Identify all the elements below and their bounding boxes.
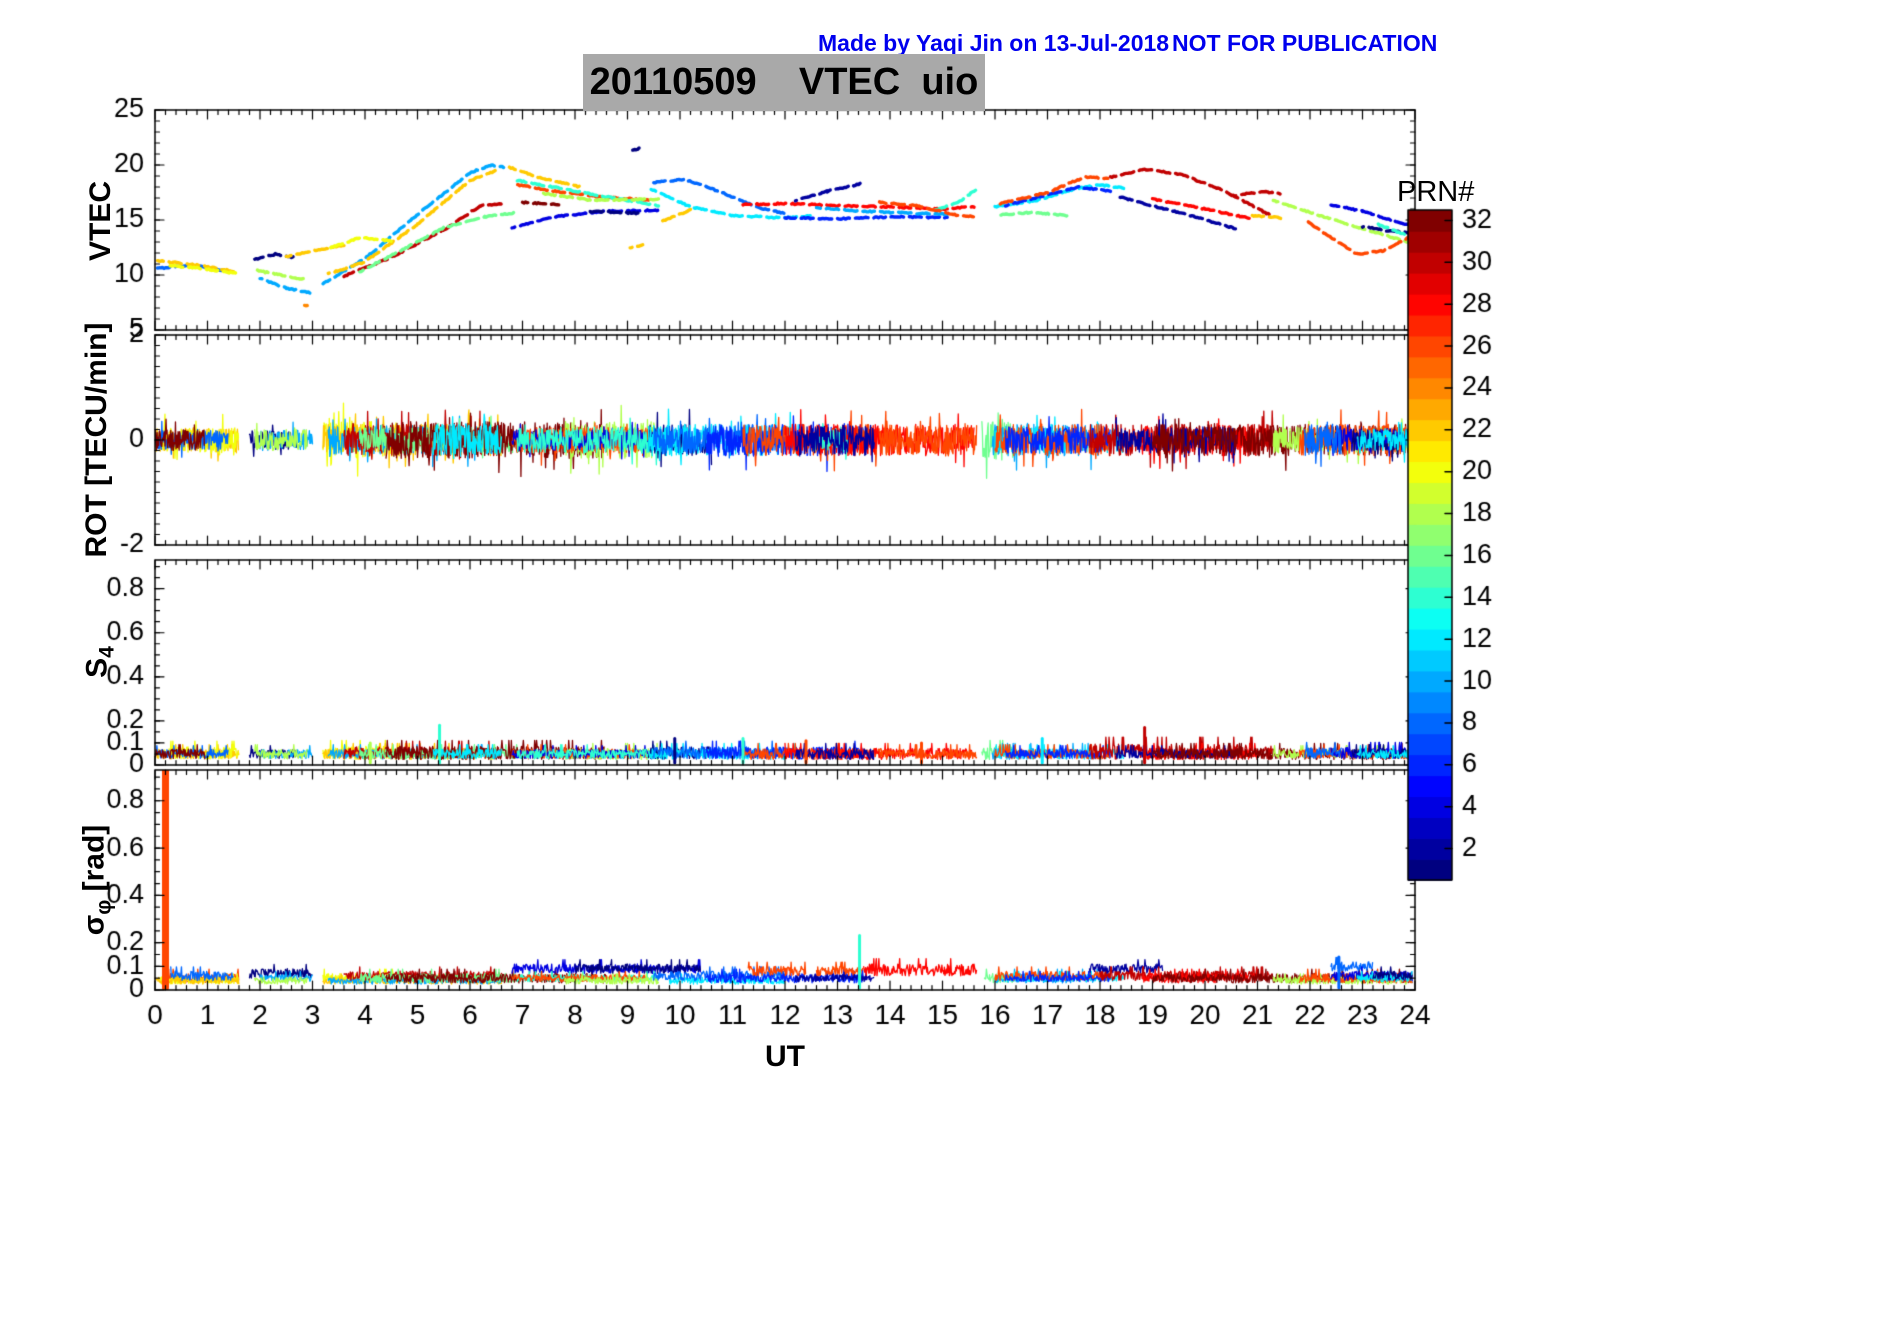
- chart-title: 20110509 VTEC uio: [583, 54, 985, 111]
- ylabel-s4-sub: 4: [95, 646, 119, 658]
- xlabel-ut: UT: [765, 1040, 805, 1073]
- not-for-publication-text: NOT FOR PUBLICATION: [1172, 30, 1438, 56]
- ylabel-s4-main: S: [80, 657, 114, 678]
- ylabel-sigma-phi: σφ [rad]: [78, 825, 117, 936]
- ylabel-sigma-sub: φ: [92, 899, 116, 915]
- ylabel-s4: S4: [81, 646, 120, 678]
- ylabel-sigma-rest: [rad]: [77, 824, 111, 900]
- credit-text: Made by Yaqi Jin on 13-Jul-2018: [818, 30, 1170, 56]
- ylabel-rot: ROT [TECU/min]: [80, 322, 113, 558]
- ylabel-sigma-main: σ: [77, 914, 111, 936]
- ylabel-vtec: VTEC: [84, 180, 117, 262]
- colorbar-label: PRN#: [1397, 176, 1475, 208]
